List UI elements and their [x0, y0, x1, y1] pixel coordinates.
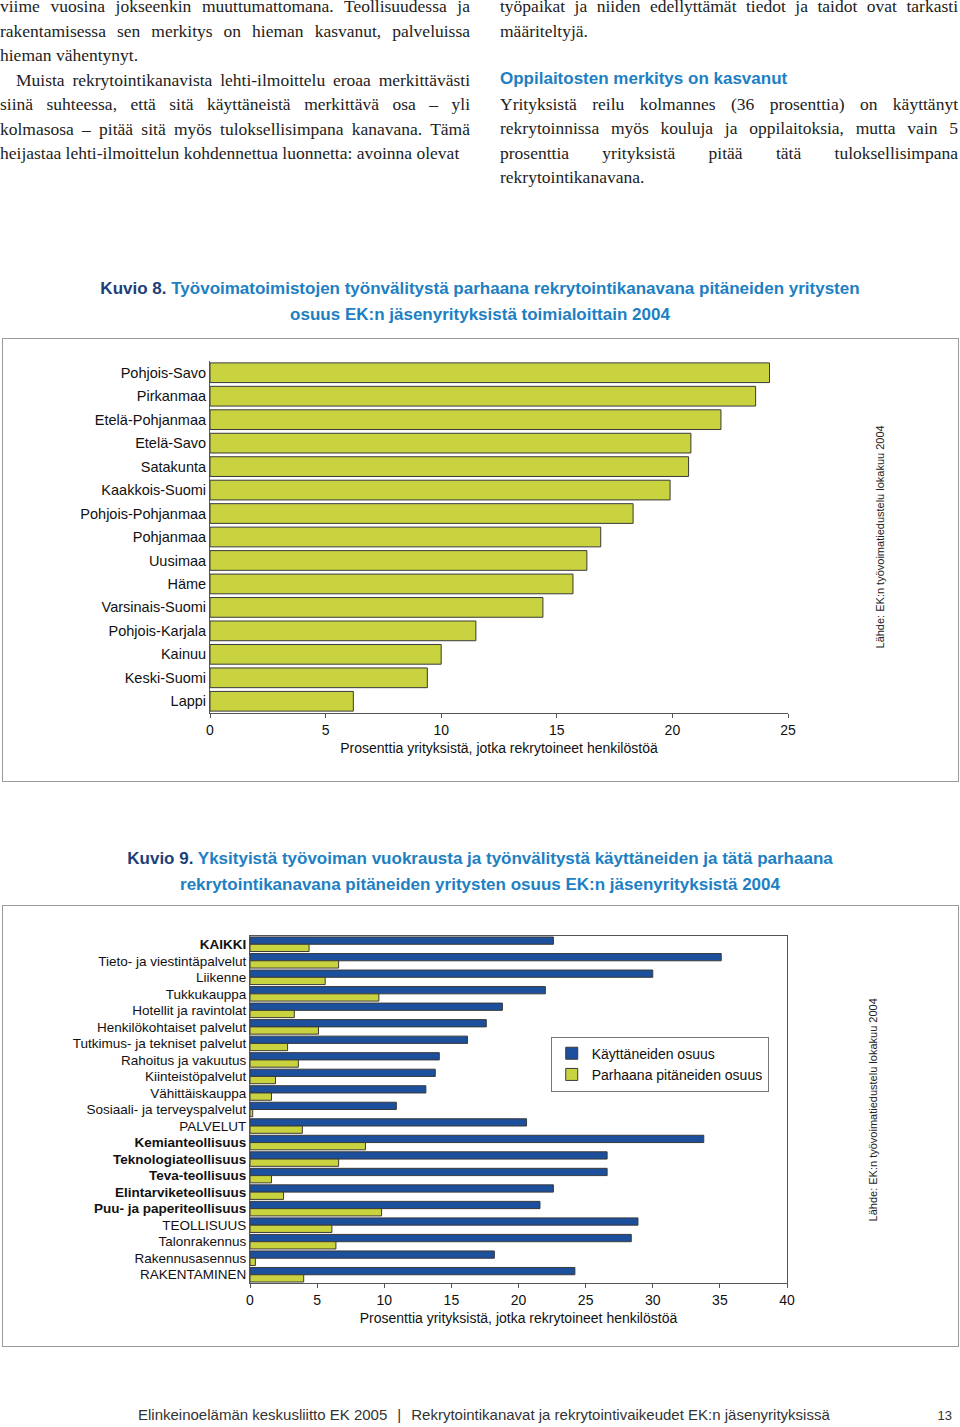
svg-text:0: 0	[206, 722, 214, 738]
svg-text:40: 40	[779, 1292, 795, 1308]
html-text:Kuvio 9. Yksityistä työvoiman: Kuvio 9. Yksityistä työvoiman vuokrausta…	[127, 849, 833, 894]
svg-text:10: 10	[433, 722, 449, 738]
svg-text:KAIKKI: KAIKKI	[200, 937, 247, 952]
html-text:Elinkeinoelämän keskusliitto E: Elinkeinoelämän keskusliitto EK 2005	[138, 1406, 388, 1423]
svg-text:Tutkimus- ja tekniset palvelut: Tutkimus- ja tekniset palvelut	[73, 1036, 247, 1051]
svg-text:25: 25	[780, 722, 796, 738]
svg-text:20: 20	[665, 722, 681, 738]
svg-text:Häme: Häme	[167, 576, 206, 592]
html-text:Muista rekrytointikanavista le: Muista rekrytointikanavista lehti-ilmoit…	[0, 69, 470, 163]
svg-text:Teknologiateollisuus: Teknologiateollisuus	[113, 1152, 246, 1167]
svg-text:Pohjanmaa: Pohjanmaa	[133, 529, 207, 545]
svg-text:Vähittäiskauppa: Vähittäiskauppa	[150, 1086, 247, 1101]
svg-text:Tukkukauppa: Tukkukauppa	[166, 987, 247, 1002]
svg-text:Kainuu: Kainuu	[161, 646, 206, 662]
svg-text:Pohjois-Pohjanmaa: Pohjois-Pohjanmaa	[80, 506, 207, 522]
svg-text:5: 5	[313, 1292, 321, 1308]
svg-text:15: 15	[444, 1292, 460, 1308]
svg-text:20: 20	[511, 1292, 527, 1308]
svg-text:Elintarviketeollisuus: Elintarviketeollisuus	[115, 1185, 246, 1200]
svg-text:Lappi: Lappi	[171, 693, 206, 709]
svg-text:RAKENTAMINEN: RAKENTAMINEN	[140, 1267, 246, 1282]
svg-text:Pohjois-Savo: Pohjois-Savo	[121, 365, 206, 381]
html-text:Yrityksistä reilu kolmannes (3: Yrityksistä reilu kolmannes (36 prosentt…	[500, 93, 958, 187]
html-text:Kuvio 8. Työvoimatoimistojen t: Kuvio 8. Työvoimatoimistojen työnvälitys…	[100, 279, 860, 324]
svg-text:Talonrakennus: Talonrakennus	[158, 1234, 246, 1249]
svg-text:10: 10	[376, 1292, 392, 1308]
svg-text:Keski-Suomi: Keski-Suomi	[125, 670, 206, 686]
html-text:Oppilaitosten merkitys on kasv: Oppilaitosten merkitys on kasvanut	[500, 69, 788, 88]
svg-text:0: 0	[246, 1292, 254, 1308]
svg-text:Satakunta: Satakunta	[141, 459, 207, 475]
svg-text:35: 35	[712, 1292, 728, 1308]
svg-text:Puu- ja paperiteollisuus: Puu- ja paperiteollisuus	[94, 1201, 246, 1216]
svg-text:Henkilökohtaiset palvelut: Henkilökohtaiset palvelut	[97, 1020, 247, 1035]
svg-text:Teva-teollisuus: Teva-teollisuus	[149, 1168, 246, 1183]
html-text:Rekrytointikanavat ja rekrytoi: Rekrytointikanavat ja rekrytointivaikeud…	[411, 1406, 830, 1423]
svg-text:Pirkanmaa: Pirkanmaa	[137, 388, 207, 404]
svg-text:Rakennusasennus: Rakennusasennus	[134, 1251, 246, 1266]
svg-text:Kiinteistöpalvelut: Kiinteistöpalvelut	[145, 1069, 247, 1084]
svg-text:15: 15	[549, 722, 565, 738]
svg-text:Etelä-Pohjanmaa: Etelä-Pohjanmaa	[95, 412, 207, 428]
svg-text:Varsinais-Suomi: Varsinais-Suomi	[102, 599, 207, 615]
svg-text:Kemianteollisuus: Kemianteollisuus	[135, 1135, 247, 1150]
svg-text:5: 5	[322, 722, 330, 738]
svg-text:Lähde: EK:n työvoimatiedustelu: Lähde: EK:n työvoimatiedustelu lokakuu 2…	[874, 425, 886, 648]
svg-text:Rahoitus ja vakuutus: Rahoitus ja vakuutus	[121, 1053, 247, 1068]
svg-text:Lähde: EK:n työvoimatiedustelu: Lähde: EK:n työvoimatiedustelu lokakuu 2…	[867, 998, 879, 1221]
svg-text:Pohjois-Karjala: Pohjois-Karjala	[109, 623, 207, 639]
svg-text:Prosenttia yrityksistä, jotka: Prosenttia yrityksistä, jotka rekrytoine…	[360, 1310, 678, 1326]
svg-text:Hotellit ja ravintolat: Hotellit ja ravintolat	[132, 1003, 246, 1018]
svg-text:TEOLLISUUS: TEOLLISUUS	[162, 1218, 246, 1233]
svg-text:Käyttäneiden osuus: Käyttäneiden osuus	[592, 1046, 715, 1062]
svg-text:Uusimaa: Uusimaa	[149, 553, 207, 569]
svg-text:Sosiaali- ja terveyspalvelut: Sosiaali- ja terveyspalvelut	[86, 1102, 246, 1117]
svg-text:Kaakkois-Suomi: Kaakkois-Suomi	[101, 482, 206, 498]
svg-text:Prosenttia yrityksistä, jotka: Prosenttia yrityksistä, jotka rekrytoine…	[340, 740, 658, 756]
svg-text:Liikenne: Liikenne	[196, 970, 246, 985]
svg-text:Parhaana pitäneiden osuus: Parhaana pitäneiden osuus	[592, 1067, 762, 1083]
svg-text:PALVELUT: PALVELUT	[179, 1119, 246, 1134]
svg-text:Tieto- ja viestintäpalvelut: Tieto- ja viestintäpalvelut	[98, 954, 246, 969]
svg-text:Etelä-Savo: Etelä-Savo	[135, 435, 206, 451]
html-text:13: 13	[937, 1408, 952, 1423]
svg-text:25: 25	[578, 1292, 594, 1308]
svg-text:30: 30	[645, 1292, 661, 1308]
